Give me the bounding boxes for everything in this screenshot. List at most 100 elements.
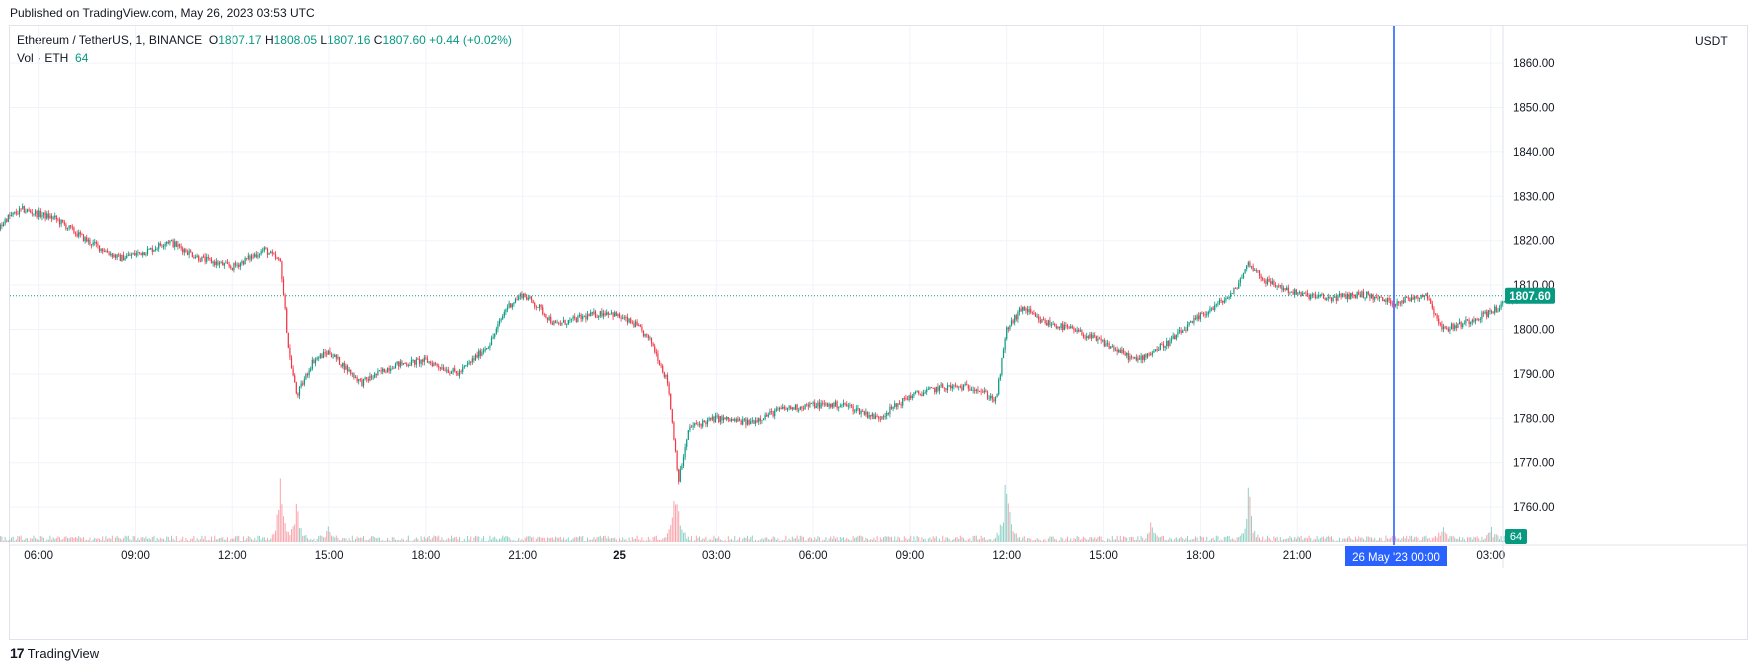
- volume-bar: [1443, 527, 1445, 542]
- volume-bar: [116, 535, 118, 542]
- candle-body: [1178, 330, 1181, 332]
- x-tick-label: 09:00: [121, 550, 150, 562]
- volume-bar: [268, 540, 270, 542]
- candle-body: [1122, 349, 1125, 353]
- volume-bar: [1017, 537, 1019, 542]
- volume-bar: [731, 538, 733, 542]
- candle-body: [28, 209, 30, 211]
- volume-bar: [1431, 538, 1433, 542]
- volume-bar: [142, 536, 144, 542]
- candle-body: [1062, 323, 1064, 331]
- candle-body: [1204, 314, 1206, 316]
- candle-body: [439, 367, 441, 369]
- candle-body: [1158, 350, 1160, 352]
- volume-bar: [591, 539, 593, 542]
- volume-bar: [491, 539, 493, 542]
- volume-bar: [391, 537, 393, 542]
- candle-body: [839, 405, 841, 408]
- volume-bar: [537, 537, 539, 542]
- candle-body: [1033, 313, 1035, 314]
- candle-body: [900, 404, 902, 406]
- candle-body: [367, 379, 369, 381]
- volume-bar: [155, 540, 157, 542]
- candle-body: [388, 368, 390, 371]
- candle-body: [1265, 280, 1267, 284]
- volume-bar: [1497, 535, 1499, 542]
- volume-bar: [335, 535, 337, 542]
- volume-bar: [20, 535, 22, 542]
- volume-bar: [396, 540, 398, 542]
- y-tick-label: 1790.00: [1513, 369, 1555, 381]
- volume-bar: [814, 537, 816, 542]
- candle-body: [303, 379, 305, 385]
- candle-body: [746, 419, 749, 425]
- volume-bar: [993, 538, 995, 542]
- volume-bar: [91, 541, 93, 542]
- candle-body: [868, 415, 870, 418]
- candle-body: [31, 212, 33, 215]
- volume-bar: [1156, 535, 1158, 542]
- candle-body: [1404, 296, 1406, 303]
- volume-bar: [1268, 537, 1270, 542]
- candle-body: [831, 403, 833, 408]
- candle-body: [406, 363, 408, 366]
- volume-bar: [1054, 538, 1056, 542]
- volume-bar: [1382, 540, 1384, 542]
- volume-bar: [467, 535, 469, 542]
- volume-bar: [1132, 536, 1134, 542]
- volume-bar: [1300, 535, 1302, 542]
- candle-body: [828, 403, 830, 407]
- candle-body: [161, 245, 163, 247]
- candle-body: [950, 385, 952, 389]
- volume-bar: [105, 536, 107, 542]
- volume-bar: [1473, 536, 1475, 542]
- volume-bar: [668, 529, 670, 542]
- candle-body: [1492, 311, 1494, 313]
- candle-body: [260, 251, 262, 255]
- volume-bar: [422, 540, 424, 542]
- volume-bar: [166, 536, 168, 542]
- candle-body: [970, 389, 973, 391]
- candle-body: [474, 354, 477, 361]
- volume-bar: [975, 535, 977, 542]
- candle-body: [110, 253, 112, 255]
- candle-body: [1441, 323, 1443, 330]
- volume-bar: [431, 537, 433, 542]
- volume-bar: [361, 537, 363, 542]
- volume-bar: [462, 541, 464, 542]
- candle-body: [806, 404, 808, 406]
- candle-body: [521, 293, 523, 299]
- volume-bar: [1223, 536, 1225, 542]
- candle-body: [1161, 344, 1163, 345]
- candle-body: [1252, 266, 1254, 271]
- x-tick-label: 15:00: [1089, 550, 1118, 562]
- candle-body: [652, 343, 654, 347]
- volume-bar: [1006, 493, 1008, 542]
- candle-body: [231, 267, 233, 271]
- volume-bar: [279, 478, 281, 542]
- volume-bar: [499, 538, 501, 542]
- candle-body: [1191, 321, 1193, 323]
- volume-bar: [1275, 537, 1277, 542]
- volume-bar: [871, 539, 873, 542]
- candle-body: [922, 392, 925, 397]
- candle-body: [442, 367, 445, 371]
- candle-body: [1089, 333, 1091, 339]
- volume-bar: [699, 536, 701, 542]
- candle-body: [49, 215, 51, 219]
- candle-body: [532, 300, 534, 304]
- footer-brand[interactable]: 17 TradingView: [10, 645, 99, 661]
- candle-body: [762, 418, 765, 421]
- volume-bar: [337, 537, 339, 542]
- candle-body: [63, 222, 65, 225]
- candle-body: [921, 394, 923, 397]
- volume-bar: [910, 535, 912, 542]
- candle-body: [513, 302, 515, 305]
- candle-body: [1468, 319, 1470, 325]
- volume-bar: [1313, 539, 1315, 542]
- volume-bar: [276, 514, 278, 542]
- volume-bar: [716, 538, 718, 542]
- candle-body: [90, 244, 93, 246]
- candle-body: [1430, 299, 1432, 304]
